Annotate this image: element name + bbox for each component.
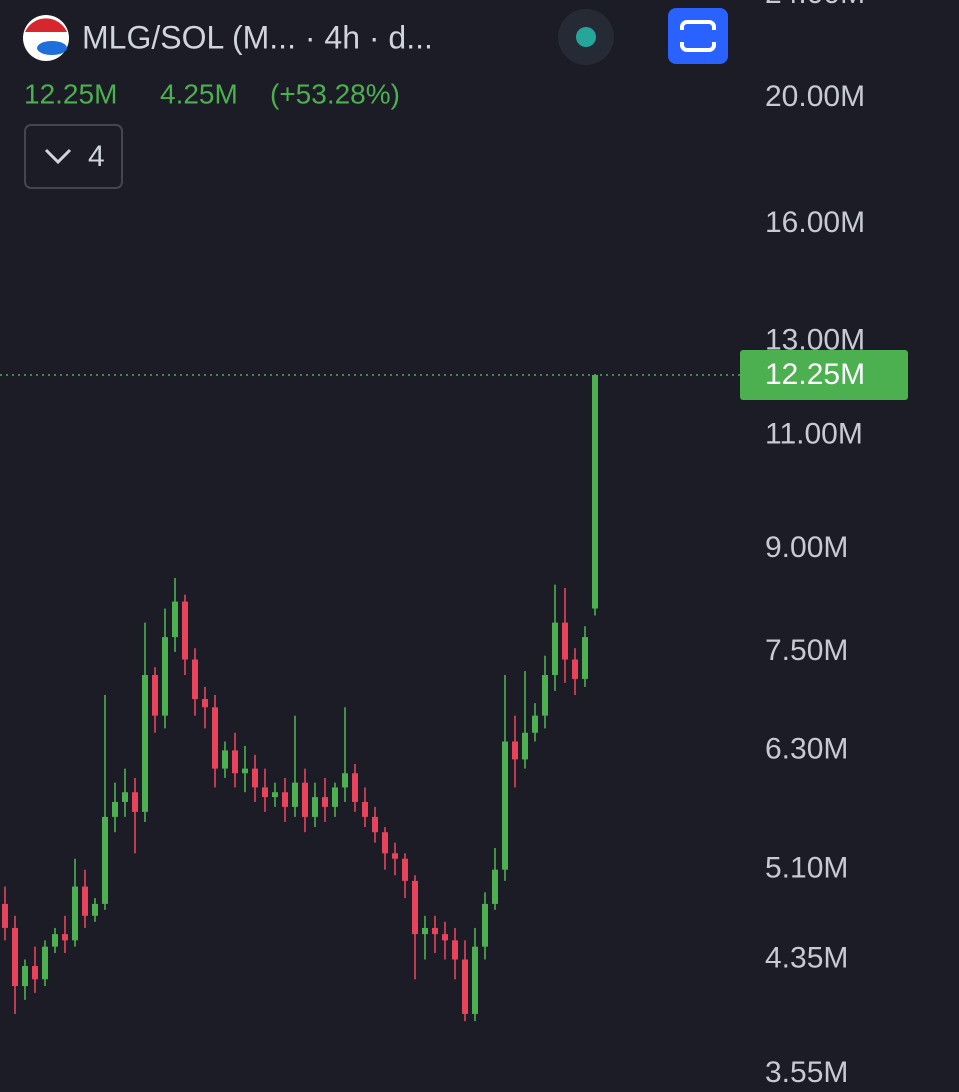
last-price: 12.25M: [24, 78, 117, 109]
candle-body: [62, 934, 68, 941]
candle-body: [212, 707, 218, 769]
y-tick-label: 7.50M: [765, 634, 848, 667]
candle-body: [172, 601, 178, 638]
header: MLG/SOL (M... · 4h · d... 12.25M 4.25M (…: [23, 8, 728, 189]
candle-body: [342, 773, 348, 788]
candle-body: [252, 768, 258, 788]
candle-body: [192, 659, 198, 700]
candle-body: [82, 886, 88, 916]
candle-body: [322, 797, 328, 807]
candle-body: [492, 869, 498, 904]
candle-body: [442, 934, 448, 941]
pair-title: MLG/SOL (M... · 4h · d...: [82, 19, 433, 55]
y-tick-label: 24.00M: [765, 0, 865, 10]
candle-body: [232, 750, 238, 774]
y-tick-label: 9.00M: [765, 531, 848, 564]
candle-body: [262, 787, 268, 798]
last-price-label: 12.25M: [765, 358, 865, 391]
candle-body: [292, 782, 298, 807]
fullscreen-icon-gap: [676, 30, 720, 42]
candle-body: [352, 773, 358, 802]
candle-body: [412, 880, 418, 935]
candle-body: [562, 622, 568, 660]
candle-body: [392, 853, 398, 859]
candle-body: [102, 816, 108, 904]
y-tick-label: 3.55M: [765, 1056, 848, 1089]
candle-body: [12, 927, 18, 987]
candle-body: [382, 832, 388, 854]
candle-body: [122, 792, 128, 802]
candle-body: [282, 792, 288, 807]
y-tick-label: 5.10M: [765, 852, 848, 885]
candle-body: [582, 637, 588, 679]
candle-body: [572, 659, 578, 679]
indicator-toggle[interactable]: [24, 124, 123, 189]
candle-body: [422, 927, 428, 935]
candle-body: [512, 741, 518, 760]
candle-body: [482, 903, 488, 947]
candle-body: [432, 927, 438, 935]
candle-body: [2, 903, 8, 928]
y-tick-label: 6.30M: [765, 732, 848, 765]
candle-body: [112, 801, 118, 817]
candle-body: [552, 622, 558, 676]
y-tick-label: 4.35M: [765, 941, 848, 974]
candle-body: [402, 858, 408, 881]
candle-body: [142, 675, 148, 812]
candle-body: [242, 768, 248, 774]
candle-body: [362, 801, 368, 817]
candle-body: [152, 675, 158, 716]
candle-body: [312, 797, 318, 817]
price-change-pct: (+53.28%): [270, 78, 400, 109]
candle-body: [132, 792, 138, 812]
candle-body: [592, 374, 598, 609]
y-tick-label: 11.00M: [765, 418, 863, 451]
candle-body: [222, 750, 228, 769]
indicator-count: 4: [88, 140, 105, 173]
candle-body: [162, 637, 168, 716]
y-tick-label: 16.00M: [765, 206, 865, 239]
candle-body: [522, 732, 528, 760]
candle-body: [502, 741, 508, 870]
token-icon-cap: [25, 18, 67, 32]
candle-body: [302, 782, 308, 817]
y-tick-label: 20.00M: [765, 80, 865, 113]
candle-body: [182, 601, 188, 660]
candle-body: [532, 715, 538, 733]
candle-body: [452, 940, 458, 960]
candle-body: [372, 816, 378, 833]
candle-body: [462, 959, 468, 1014]
candle-body: [272, 792, 278, 798]
token-icon-badge: [37, 41, 67, 55]
candle-body: [472, 946, 478, 1014]
status-dot: [576, 27, 596, 47]
candle-body: [42, 946, 48, 980]
chevron-icon: [44, 148, 72, 165]
price-axis: 24.00M20.00M16.00M13.00M11.00M9.00M7.50M…: [740, 0, 908, 1089]
candle-body: [202, 699, 208, 708]
candle-body: [22, 966, 28, 987]
candle-body: [542, 675, 548, 716]
plot-area: [0, 374, 740, 1022]
price-change: 4.25M: [160, 78, 238, 109]
last-price-tag: [740, 349, 908, 400]
candle-body: [72, 886, 78, 941]
candle-body: [52, 934, 58, 947]
candle-body: [32, 966, 38, 980]
candle-body: [332, 787, 338, 807]
candle-body: [92, 903, 98, 916]
